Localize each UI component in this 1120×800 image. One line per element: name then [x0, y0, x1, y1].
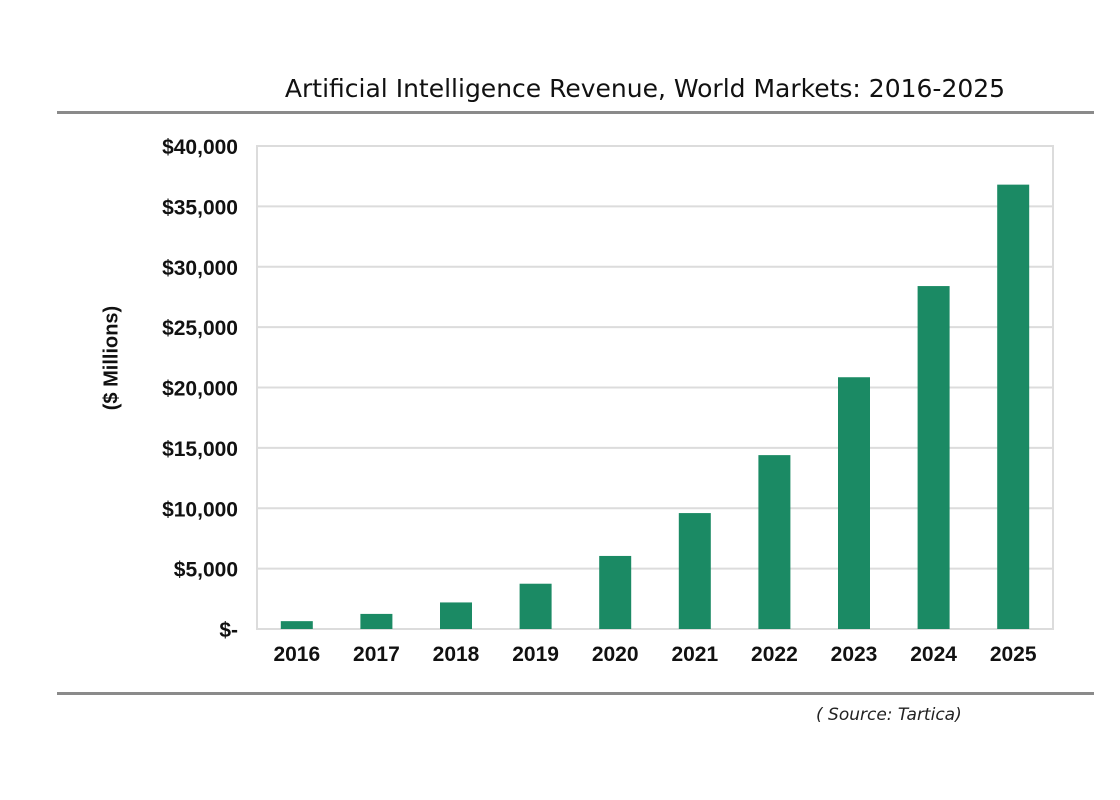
- x-tick-label: 2024: [910, 643, 957, 666]
- y-tick-label: $20,000: [162, 378, 238, 401]
- x-tick-label: 2018: [433, 643, 480, 666]
- y-tick-label: $15,000: [162, 438, 238, 461]
- y-tick-label: $10,000: [162, 498, 238, 521]
- bar-2018: [440, 602, 472, 629]
- source-note: ( Source: Tartica): [816, 705, 962, 725]
- x-tick-label: 2017: [353, 643, 400, 666]
- bar-2022: [758, 455, 791, 629]
- x-tick-label: 2022: [751, 643, 798, 666]
- y-tick-label: $25,000: [162, 317, 238, 340]
- bar-2024: [917, 286, 950, 629]
- y-tick-label: $30,000: [162, 257, 238, 280]
- bar-2017: [360, 613, 393, 629]
- x-tick-label: 2021: [671, 643, 718, 666]
- x-tick-label: 2016: [273, 643, 320, 666]
- bottom-divider: [57, 692, 1094, 695]
- chart-title: Artificial Intelligence Revenue, World M…: [284, 74, 1006, 103]
- bar-2025: [997, 184, 1030, 629]
- y-tick-label: $40,000: [162, 136, 238, 159]
- bar-2021: [678, 513, 711, 629]
- x-tick-label: 2019: [512, 643, 559, 666]
- top-divider: [57, 111, 1094, 114]
- x-tick-label: 2020: [592, 643, 639, 666]
- y-tick-label: $-: [219, 619, 238, 642]
- bar-2016: [280, 621, 313, 629]
- y-tick-label: $35,000: [162, 196, 238, 219]
- bar-2023: [838, 377, 870, 629]
- y-tick-label: $5,000: [174, 559, 238, 582]
- bar-2019: [519, 583, 552, 629]
- x-tick-label: 2023: [831, 643, 878, 666]
- bar-2020: [599, 555, 632, 629]
- x-tick-label: 2025: [990, 643, 1037, 666]
